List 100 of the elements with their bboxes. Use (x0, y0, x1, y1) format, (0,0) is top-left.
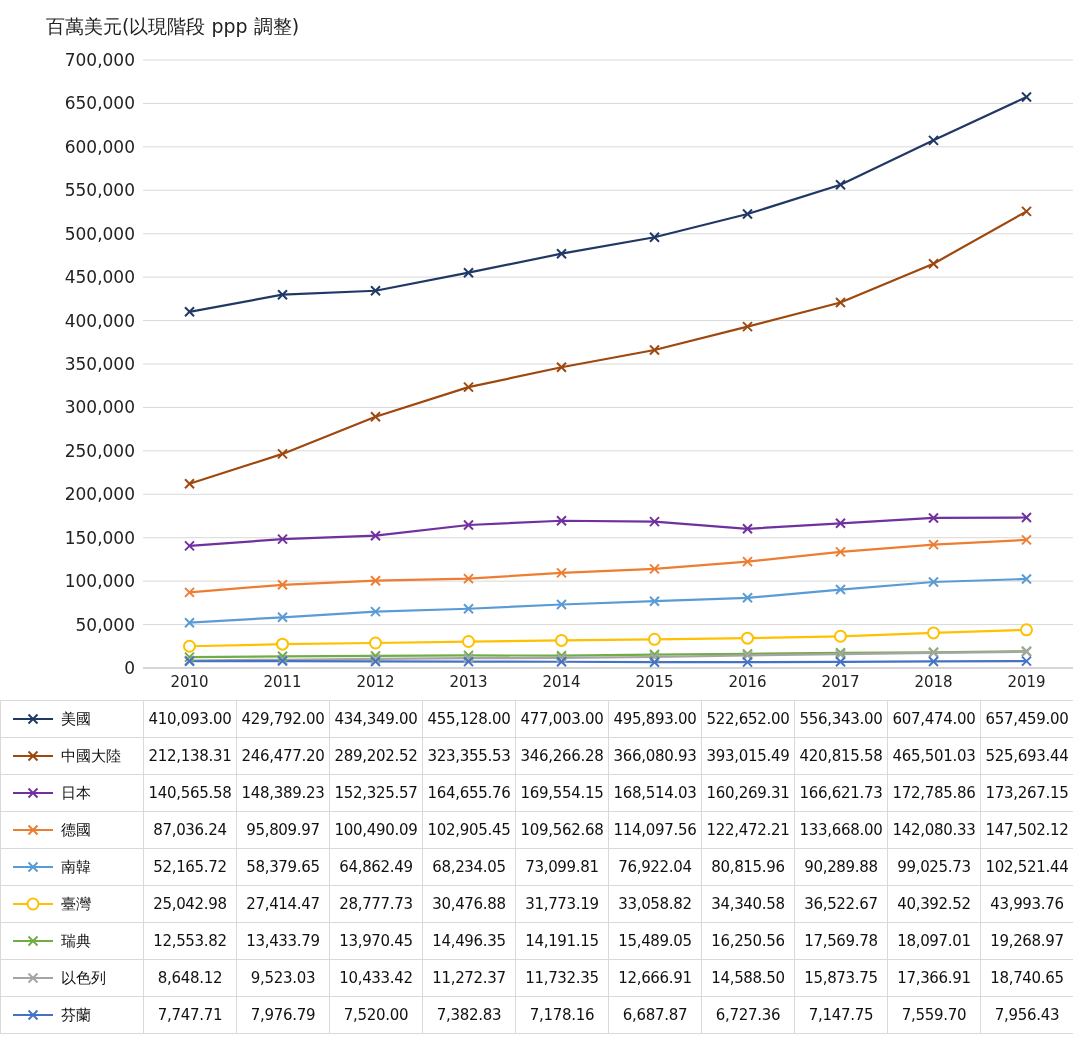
data-label: 17,569.78 (794, 922, 888, 960)
data-label: 19,268.97 (980, 922, 1073, 960)
data-label: 607,474.00 (887, 700, 981, 738)
data-label: 76,922.04 (608, 848, 702, 886)
y-tick-label: 450,000 (64, 267, 135, 288)
data-label: 7,976.79 (236, 996, 330, 1034)
y-tick-label: 50,000 (75, 614, 135, 635)
data-label: 31,773.19 (515, 885, 609, 923)
data-label: 14,588.50 (701, 959, 795, 997)
legend-label: 德國 (61, 820, 91, 839)
data-label: 465,501.03 (887, 737, 981, 775)
data-label: 434,349.00 (329, 700, 423, 738)
data-label: 12,553.82 (143, 922, 237, 960)
data-label: 477,003.00 (515, 700, 609, 738)
data-label: 73,099.81 (515, 848, 609, 886)
data-label: 109,562.68 (515, 811, 609, 849)
data-label: 164,655.76 (422, 774, 516, 812)
y-tick-label: 250,000 (64, 440, 135, 461)
data-label: 10,433.42 (329, 959, 423, 997)
y-tick-label: 200,000 (64, 484, 135, 505)
data-label: 87,036.24 (143, 811, 237, 849)
y-tick-label: 700,000 (64, 50, 135, 71)
legend-label: 日本 (61, 783, 91, 802)
data-label: 133,668.00 (794, 811, 888, 849)
data-label: 246,477.20 (236, 737, 330, 775)
data-label: 522,652.00 (701, 700, 795, 738)
legend-label: 芬蘭 (61, 1005, 91, 1024)
data-label: 95,809.97 (236, 811, 330, 849)
data-label: 160,269.31 (701, 774, 795, 812)
data-label: 58,379.65 (236, 848, 330, 886)
data-label: 556,343.00 (794, 700, 888, 738)
data-label: 7,520.00 (329, 996, 423, 1034)
x-tick-label: 2019 (1007, 672, 1046, 691)
legend-label: 以色列 (61, 968, 106, 987)
x-tick-label: 2017 (821, 672, 860, 691)
y-tick-label: 0 (124, 658, 135, 679)
data-label: 495,893.00 (608, 700, 702, 738)
data-label: 114,097.56 (608, 811, 702, 849)
data-label: 166,621.73 (794, 774, 888, 812)
data-label: 80,815.96 (701, 848, 795, 886)
y-tick-label: 350,000 (64, 354, 135, 375)
data-label: 169,554.15 (515, 774, 609, 812)
data-label: 289,202.52 (329, 737, 423, 775)
legend-label: 臺灣 (61, 894, 91, 913)
y-tick-label: 650,000 (64, 93, 135, 114)
data-label: 657,459.00 (980, 700, 1073, 738)
x-tick-label: 2010 (170, 672, 209, 691)
data-label: 40,392.52 (887, 885, 981, 923)
legend-label: 中國大陸 (61, 746, 121, 765)
y-tick-label: 600,000 (64, 136, 135, 157)
data-label: 168,514.03 (608, 774, 702, 812)
y-axis-title: 百萬美元(以現階段 ppp 調整) (46, 14, 300, 39)
data-label: 18,740.65 (980, 959, 1073, 997)
data-label: 27,414.47 (236, 885, 330, 923)
data-label: 148,389.23 (236, 774, 330, 812)
data-label: 7,382.83 (422, 996, 516, 1034)
y-tick-label: 550,000 (64, 180, 135, 201)
data-label: 152,325.57 (329, 774, 423, 812)
data-label: 420,815.58 (794, 737, 888, 775)
data-label: 6,687.87 (608, 996, 702, 1034)
data-label: 455,128.00 (422, 700, 516, 738)
x-tick-label: 2013 (449, 672, 488, 691)
data-label: 173,267.15 (980, 774, 1073, 812)
data-label: 15,873.75 (794, 959, 888, 997)
data-label: 12,666.91 (608, 959, 702, 997)
y-tick-label: 100,000 (64, 571, 135, 592)
legend-label: 瑞典 (61, 931, 91, 950)
data-label: 18,097.01 (887, 922, 981, 960)
data-label: 36,522.67 (794, 885, 888, 923)
data-label: 64,862.49 (329, 848, 423, 886)
data-label: 323,355.53 (422, 737, 516, 775)
data-label: 99,025.73 (887, 848, 981, 886)
data-label: 43,993.76 (980, 885, 1073, 923)
data-label: 102,521.44 (980, 848, 1073, 886)
data-label: 7,178.16 (515, 996, 609, 1034)
x-tick-label: 2014 (542, 672, 581, 691)
x-tick-label: 2015 (635, 672, 674, 691)
data-label: 393,015.49 (701, 737, 795, 775)
legend-label: 南韓 (61, 857, 91, 876)
data-label: 11,732.35 (515, 959, 609, 997)
data-label: 8,648.12 (143, 959, 237, 997)
data-label: 6,727.36 (701, 996, 795, 1034)
data-label: 68,234.05 (422, 848, 516, 886)
data-label: 25,042.98 (143, 885, 237, 923)
data-label: 100,490.09 (329, 811, 423, 849)
data-label: 30,476.88 (422, 885, 516, 923)
data-label: 34,340.58 (701, 885, 795, 923)
y-tick-label: 300,000 (64, 397, 135, 418)
data-label: 13,970.45 (329, 922, 423, 960)
data-label: 366,080.93 (608, 737, 702, 775)
x-tick-label: 2018 (914, 672, 953, 691)
data-label: 33,058.82 (608, 885, 702, 923)
data-label: 346,266.28 (515, 737, 609, 775)
data-label: 14,191.15 (515, 922, 609, 960)
y-tick-label: 150,000 (64, 527, 135, 548)
y-tick-label: 400,000 (64, 310, 135, 331)
data-label: 13,433.79 (236, 922, 330, 960)
x-tick-label: 2012 (356, 672, 395, 691)
data-label: 15,489.05 (608, 922, 702, 960)
data-label: 7,147.75 (794, 996, 888, 1034)
